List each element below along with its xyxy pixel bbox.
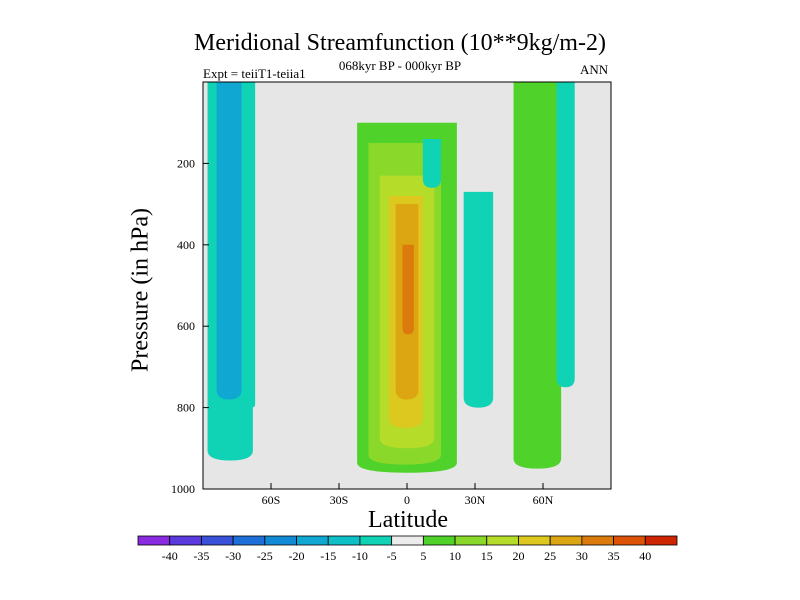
chart-subtitle: 068kyr BP - 000kyr BP [338, 58, 462, 73]
y-tick-label: 800 [177, 401, 195, 415]
colorbar-box [296, 535, 329, 546]
colorbar-box [581, 535, 614, 546]
colorbar-box [327, 535, 361, 546]
colorbar-box [264, 535, 297, 546]
y-tick-label: 400 [177, 238, 195, 252]
x-tick-label: 30N [465, 493, 486, 507]
colorbar-label: 15 [481, 549, 493, 563]
colorbar-box [359, 535, 393, 546]
colorbar-label: 35 [608, 549, 620, 563]
contour-nh-subtropical-negative [463, 191, 494, 408]
y-tick-label: 200 [177, 156, 195, 170]
y-tick-label: 600 [177, 319, 195, 333]
colorbar-label: -40 [162, 549, 178, 563]
contour-sh-high-lat-core [216, 82, 242, 400]
contour-sh-narrow-column [248, 82, 256, 408]
chart-title: Meridional Streamfunction (10**9kg/m-2) [194, 30, 606, 56]
colorbar-box [422, 535, 456, 546]
plot-area [203, 82, 611, 489]
contour-regions [207, 82, 575, 473]
x-axis-label: Latitude [368, 507, 448, 533]
colorbar-label: 30 [576, 549, 588, 563]
colorbar-label: 20 [512, 549, 524, 563]
contour-tropical-positive-30 [402, 244, 414, 335]
colorbar-label: -25 [257, 549, 273, 563]
colorbar-label: -30 [225, 549, 241, 563]
season-label: ANN [580, 62, 609, 77]
colorbar-label: -35 [193, 549, 209, 563]
contour-nh-midlat-positive [513, 82, 562, 469]
colorbar-label: -20 [289, 549, 305, 563]
contour-nh-high-lat-negative [556, 82, 575, 388]
colorbar-box [518, 535, 551, 546]
colorbar-box [549, 535, 583, 546]
colorbar-box [486, 535, 519, 546]
x-tick-label: 60N [533, 493, 554, 507]
colorbar-box [169, 535, 202, 546]
colorbar-box [232, 535, 266, 546]
colorbar-label: 40 [639, 549, 651, 563]
colorbar-label: 10 [449, 549, 461, 563]
colorbar-label: 25 [544, 549, 556, 563]
colorbar-box [644, 535, 678, 546]
x-tick-label: 30S [330, 493, 349, 507]
contour-upper-negative-blob [422, 138, 441, 188]
colorbar-label: -5 [387, 549, 397, 563]
colorbar-label: 5 [420, 549, 426, 563]
colorbar-label: -15 [320, 549, 336, 563]
colorbar-label: -10 [352, 549, 368, 563]
colorbar-box [454, 535, 488, 546]
axes: 60S 30S 0 30N 60N 200 400 600 800 1000 [171, 81, 612, 507]
colorbar-box [613, 535, 646, 546]
colorbar-box [201, 535, 234, 546]
x-tick-label: 0 [404, 493, 410, 507]
colorbar-box [391, 535, 424, 546]
experiment-label: Expt = teiiT1-teiia1 [203, 66, 306, 81]
y-tick-label: 1000 [171, 482, 195, 496]
colorbar-box [137, 535, 171, 546]
x-tick-label: 60S [262, 493, 281, 507]
colorbar: -40 -35 -30 -25 -20 -15 -10 -5 5 10 15 20 25 30 35 40 [137, 535, 678, 563]
